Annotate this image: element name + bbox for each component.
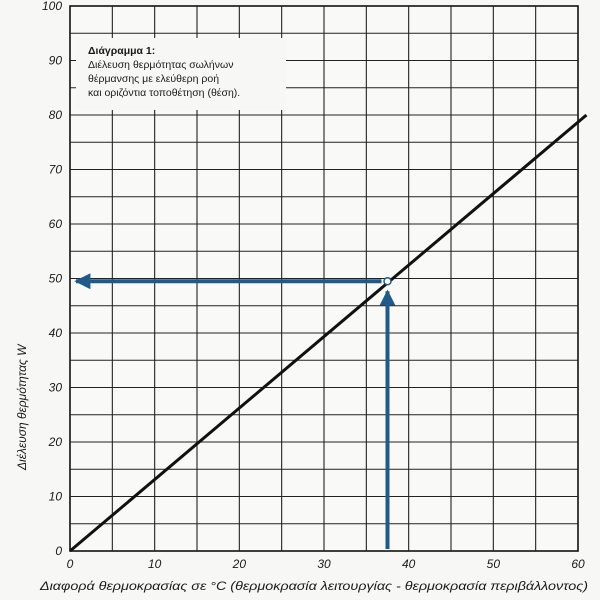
annotation-line-2: θέρμανσης με ελεύθερη ροή: [88, 73, 219, 85]
y-tick-label: 40: [49, 326, 63, 340]
x-tick-label: 30: [317, 557, 331, 571]
x-tick-label: 60: [571, 557, 585, 571]
y-tick-label: 20: [48, 435, 63, 449]
y-tick-label: 30: [49, 381, 63, 395]
y-axis-label: Διέλευση θερμότητας W: [15, 343, 29, 471]
y-tick-label: 90: [49, 54, 63, 68]
annotation-title: Διάγραμμα 1:: [88, 45, 155, 57]
annotation-background: [76, 38, 286, 110]
x-tick-label: 20: [232, 557, 247, 571]
y-tick-label: 100: [42, 0, 62, 13]
series-layer: [69, 113, 588, 553]
reading-point: [383, 276, 392, 286]
y-ticks: 0 10 20 30 40 50 60 70 80 90 100: [42, 0, 62, 558]
annotation-box: Διάγραμμα 1: Διέλευση θερμότητας σωλήνων…: [76, 38, 286, 110]
y-tick-label: 50: [49, 272, 63, 286]
y-tick-label: 60: [49, 217, 63, 231]
x-ticks: 0 10 20 30 40 50 60: [67, 557, 585, 571]
annotation-line-3: και οριζόντια τοποθέτηση (θέση).: [88, 87, 240, 99]
x-tick-label: 0: [67, 557, 74, 571]
y-tick-label: 80: [49, 108, 63, 122]
annotation-line-1: Διέλευση θερμότητας σωλήνων: [88, 59, 233, 71]
reading-layer: [74, 273, 396, 549]
y-tick-label: 70: [49, 163, 63, 177]
series-line: [69, 113, 588, 553]
y-tick-label: 10: [49, 490, 63, 504]
x-axis-label: Διαφορά θερμοκρασίας σε °C (θερμοκρασία …: [39, 579, 588, 593]
y-tick-label: 0: [55, 544, 62, 558]
x-tick-label: 50: [487, 557, 501, 571]
x-tick-label: 40: [402, 557, 416, 571]
x-tick-label: 10: [148, 557, 162, 571]
